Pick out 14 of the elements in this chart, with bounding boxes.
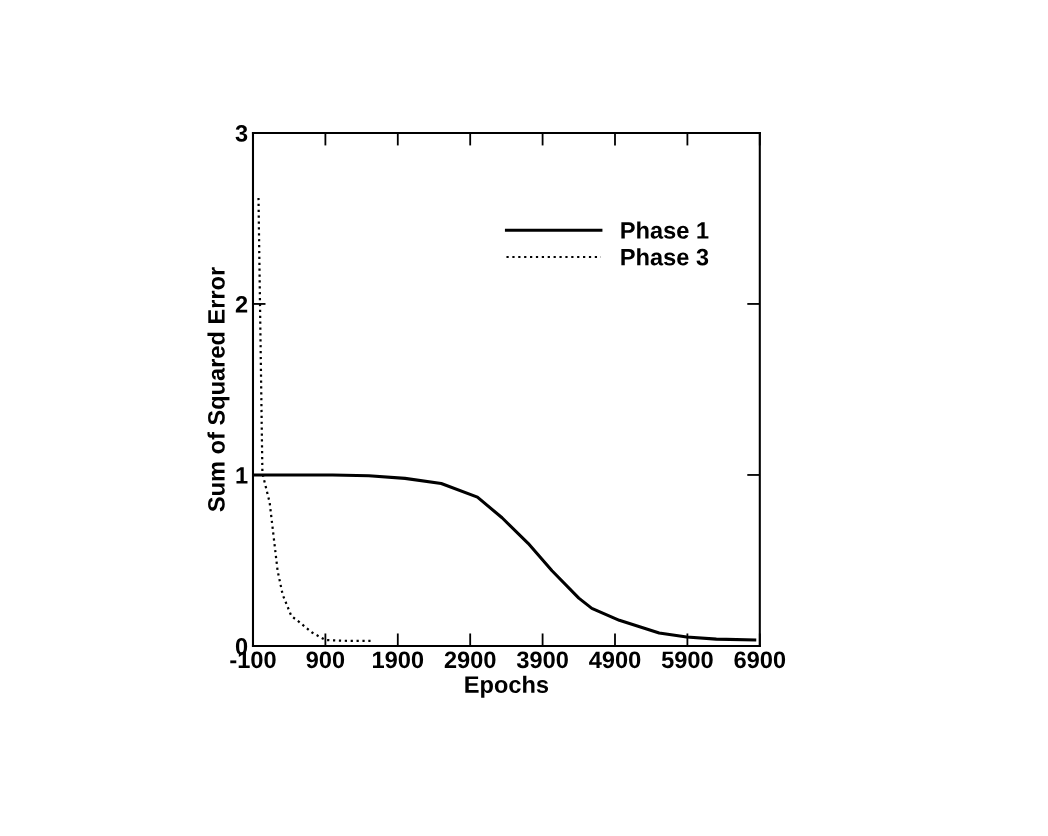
x-tick-label: 6900 bbox=[734, 651, 786, 669]
x-tick-label: 4900 bbox=[589, 651, 641, 669]
x-tick-label: 1900 bbox=[373, 651, 424, 669]
x-tick-label: 5900 bbox=[661, 651, 713, 669]
legend-label: Phase 3 bbox=[621, 248, 709, 266]
x-axis-title: Epochs bbox=[465, 675, 549, 698]
x-tick-label: 2900 bbox=[444, 651, 496, 669]
y-axis-title: Sum of Squared Error bbox=[207, 267, 230, 512]
x-tick-label: 3900 bbox=[516, 651, 568, 669]
y-tick-label: 3 bbox=[235, 124, 248, 142]
y-tick-label: 2 bbox=[235, 296, 248, 313]
x-tick-label: 900 bbox=[306, 651, 345, 669]
legend-label: Phase 1 bbox=[621, 221, 709, 239]
y-tick-label: 1 bbox=[236, 467, 248, 484]
